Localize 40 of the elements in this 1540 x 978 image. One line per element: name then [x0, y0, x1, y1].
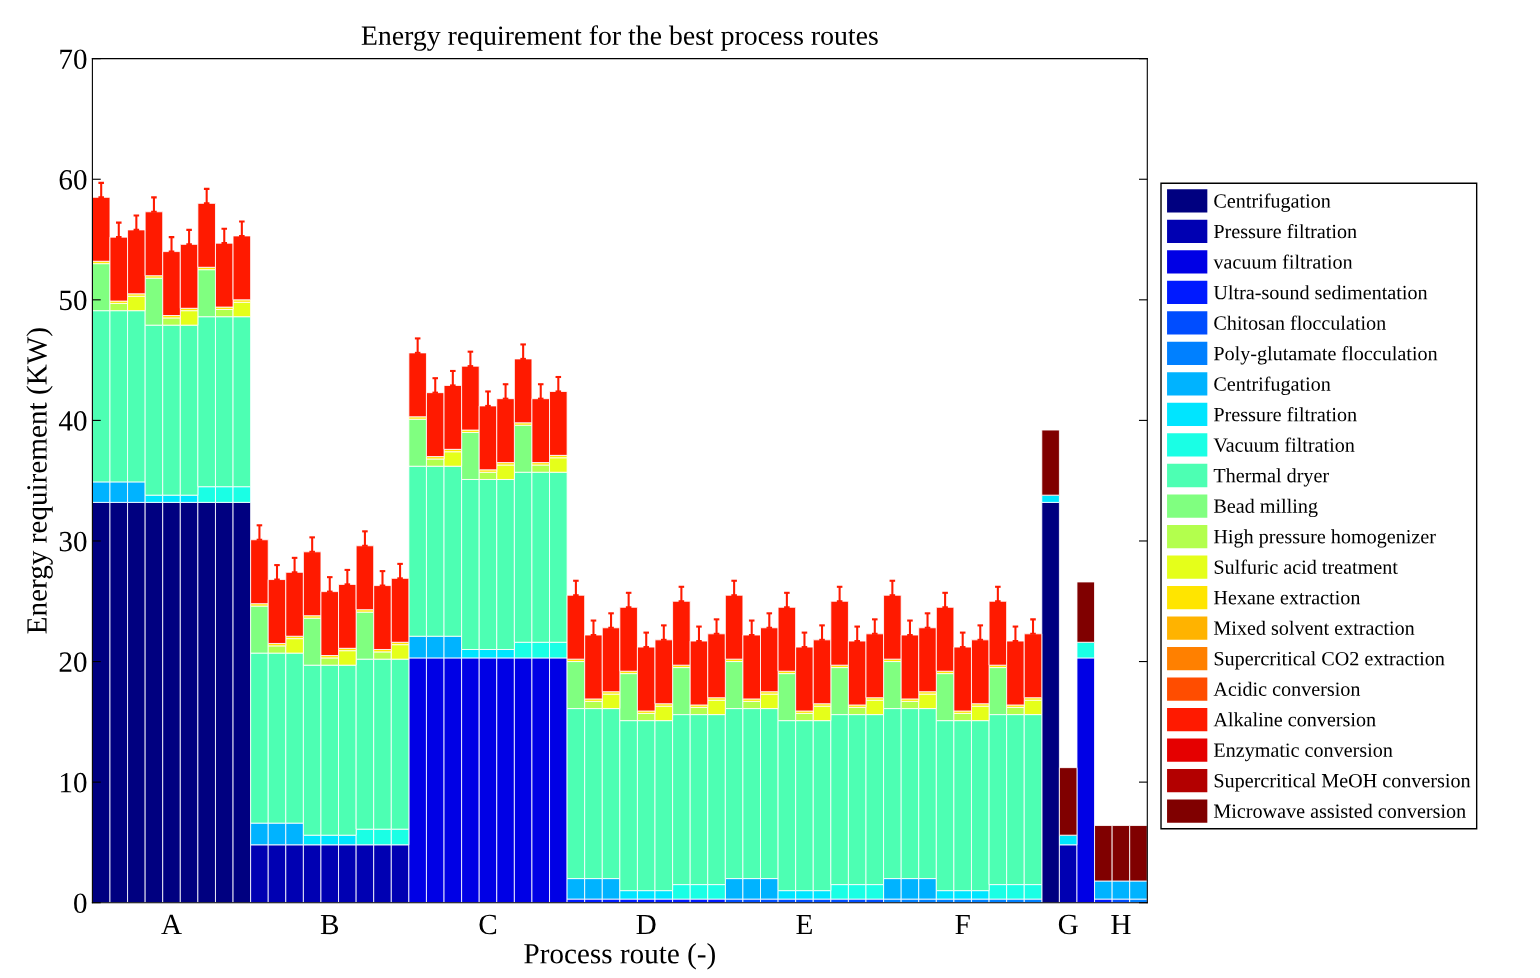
y-tick-label: 40	[58, 411, 87, 431]
legend-label: vacuum filtration	[1213, 254, 1353, 269]
legend-label: Chitosan flocculation	[1214, 315, 1386, 330]
legend-label: Acidic conversion	[1213, 681, 1361, 696]
legend-label: Poly-glutamate flocculation	[1213, 345, 1438, 365]
y-tick-label: 10	[60, 772, 87, 793]
y-tick-label: 50	[60, 290, 87, 311]
chart-title: Energy requirement for the best process routes	[361, 25, 878, 51]
x-tick-label: F	[955, 914, 970, 935]
legend-label: Ultra-sound sedimentation	[1213, 285, 1428, 300]
x-tick-label: D	[636, 914, 656, 935]
legend-label: Thermal dryer	[1213, 468, 1329, 487]
y-tick-label: 20	[59, 652, 87, 672]
y-tick-label: 0	[74, 893, 87, 914]
x-tick-label: C	[479, 914, 497, 935]
x-tick-label: B	[320, 914, 339, 935]
legend-label: Supercritical MeOH conversion	[1214, 773, 1471, 792]
legend-label: Centrifugation	[1214, 376, 1331, 396]
legend-label: Vacuum filtration	[1213, 437, 1355, 452]
y-tick-label: 30	[59, 531, 87, 552]
y-tick-label: 60	[59, 169, 87, 190]
x-tick-label: G	[1058, 914, 1078, 935]
legend-label: Hexane extraction	[1213, 590, 1361, 605]
legend-label: Alkaline conversion	[1213, 712, 1376, 727]
legend-label: Pressure filtration	[1213, 406, 1357, 422]
legend-label: Centrifugation	[1214, 193, 1331, 212]
legend-label: Supercritical CO2 extraction	[1214, 651, 1445, 670]
legend-label: Mixed solvent extraction	[1213, 620, 1415, 635]
x-axis-title: Process route (-)	[524, 943, 715, 970]
legend-label: Bead milling	[1213, 498, 1318, 518]
y-axis-title: Energy requirement (KW)	[26, 328, 53, 634]
x-tick-label: A	[161, 914, 182, 935]
legend-label: Microwave assisted conversion	[1213, 803, 1466, 819]
x-tick-label: H	[1111, 914, 1131, 935]
x-tick-label: E	[796, 914, 812, 935]
legend-label: Pressure filtration	[1213, 223, 1357, 239]
legend-label: Enzymatic conversion	[1213, 743, 1393, 762]
y-tick-label: 70	[60, 49, 87, 70]
legend-label: Sulfuric acid treatment	[1214, 559, 1398, 574]
legend-label: High pressure homogenizer	[1213, 529, 1436, 548]
